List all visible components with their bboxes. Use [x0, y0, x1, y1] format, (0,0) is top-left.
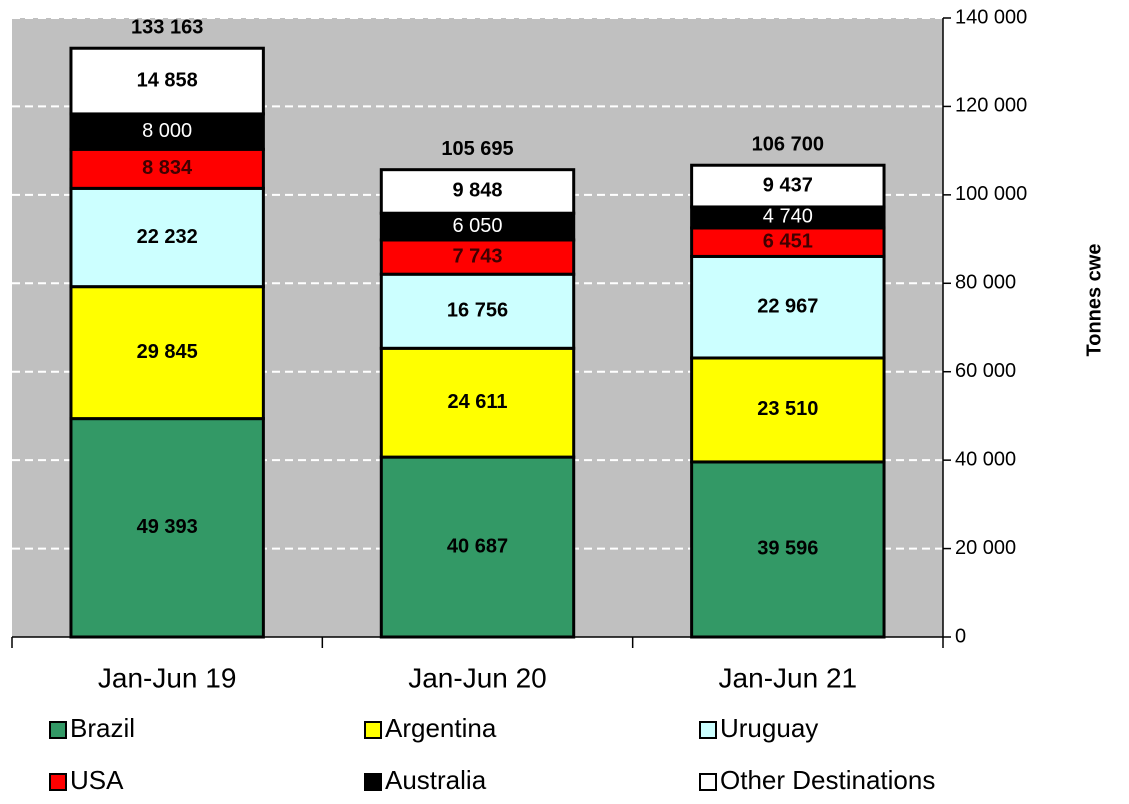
data-label: 8 000	[142, 120, 192, 142]
bar-segment	[69, 46, 265, 116]
legend-swatch	[699, 721, 717, 739]
data-label: 29 845	[137, 341, 198, 363]
data-label: 22 232	[137, 226, 198, 248]
legend-label: Other Destinations	[720, 765, 935, 795]
legend-swatch	[364, 721, 382, 739]
legend-label: USA	[70, 765, 124, 795]
data-label: 6 451	[763, 230, 813, 252]
bar-segment	[690, 460, 886, 639]
y-tick-label: 80 000	[955, 272, 1016, 294]
data-label: 49 393	[137, 516, 198, 538]
total-label: 105 695	[441, 138, 513, 160]
y-axis-label: Tonnes cwe	[1083, 244, 1105, 357]
legend-swatch	[49, 721, 67, 739]
y-tick-label: 120 000	[955, 95, 1027, 117]
bar-segment	[69, 147, 265, 190]
total-label: 106 700	[752, 134, 824, 156]
legend-swatch	[49, 773, 67, 791]
data-label: 23 510	[757, 398, 818, 420]
bar-segment	[690, 356, 886, 464]
data-label: 6 050	[452, 215, 502, 237]
y-tick-label: 100 000	[955, 183, 1027, 205]
bar-segment	[690, 163, 886, 209]
bar-segment	[69, 285, 265, 421]
bar-segment	[690, 226, 886, 258]
bar-segment	[379, 346, 576, 459]
bar-segment	[690, 254, 886, 360]
y-tick-label: 40 000	[955, 448, 1016, 470]
y-tick-label: 60 000	[955, 360, 1016, 382]
x-tick-label: Jan-Jun 20	[408, 662, 547, 693]
legend-swatch	[364, 773, 382, 791]
y-tick-label: 0	[955, 625, 966, 647]
bar-segment	[69, 112, 265, 151]
total-label: 133 163	[131, 17, 203, 39]
x-tick-label: Jan-Jun 21	[719, 662, 858, 693]
legend-label: Argentina	[385, 713, 497, 743]
x-tick-label: Jan-Jun 19	[98, 662, 237, 693]
data-label: 22 967	[757, 295, 818, 317]
bar-segment	[379, 272, 576, 350]
data-label: 4 740	[763, 206, 813, 228]
legend-label: Uruguay	[720, 713, 818, 743]
y-tick-label: 20 000	[955, 537, 1016, 559]
data-label: 8 834	[142, 157, 193, 179]
bar-segment	[69, 417, 265, 639]
data-label: 9 848	[452, 180, 502, 202]
data-label: 40 687	[447, 535, 508, 557]
legend-swatch	[699, 773, 717, 791]
data-label: 9 437	[763, 174, 813, 196]
bar-segment	[69, 186, 265, 289]
data-label: 7 743	[452, 245, 502, 267]
legend-label: Brazil	[70, 713, 135, 743]
data-label: 24 611	[447, 391, 507, 413]
legend-label: Australia	[385, 765, 487, 795]
bar-segment	[379, 168, 576, 215]
y-tick-label: 140 000	[955, 6, 1027, 28]
data-label: 39 596	[757, 538, 818, 560]
data-label: 14 858	[137, 69, 198, 91]
data-label: 16 756	[447, 300, 508, 322]
